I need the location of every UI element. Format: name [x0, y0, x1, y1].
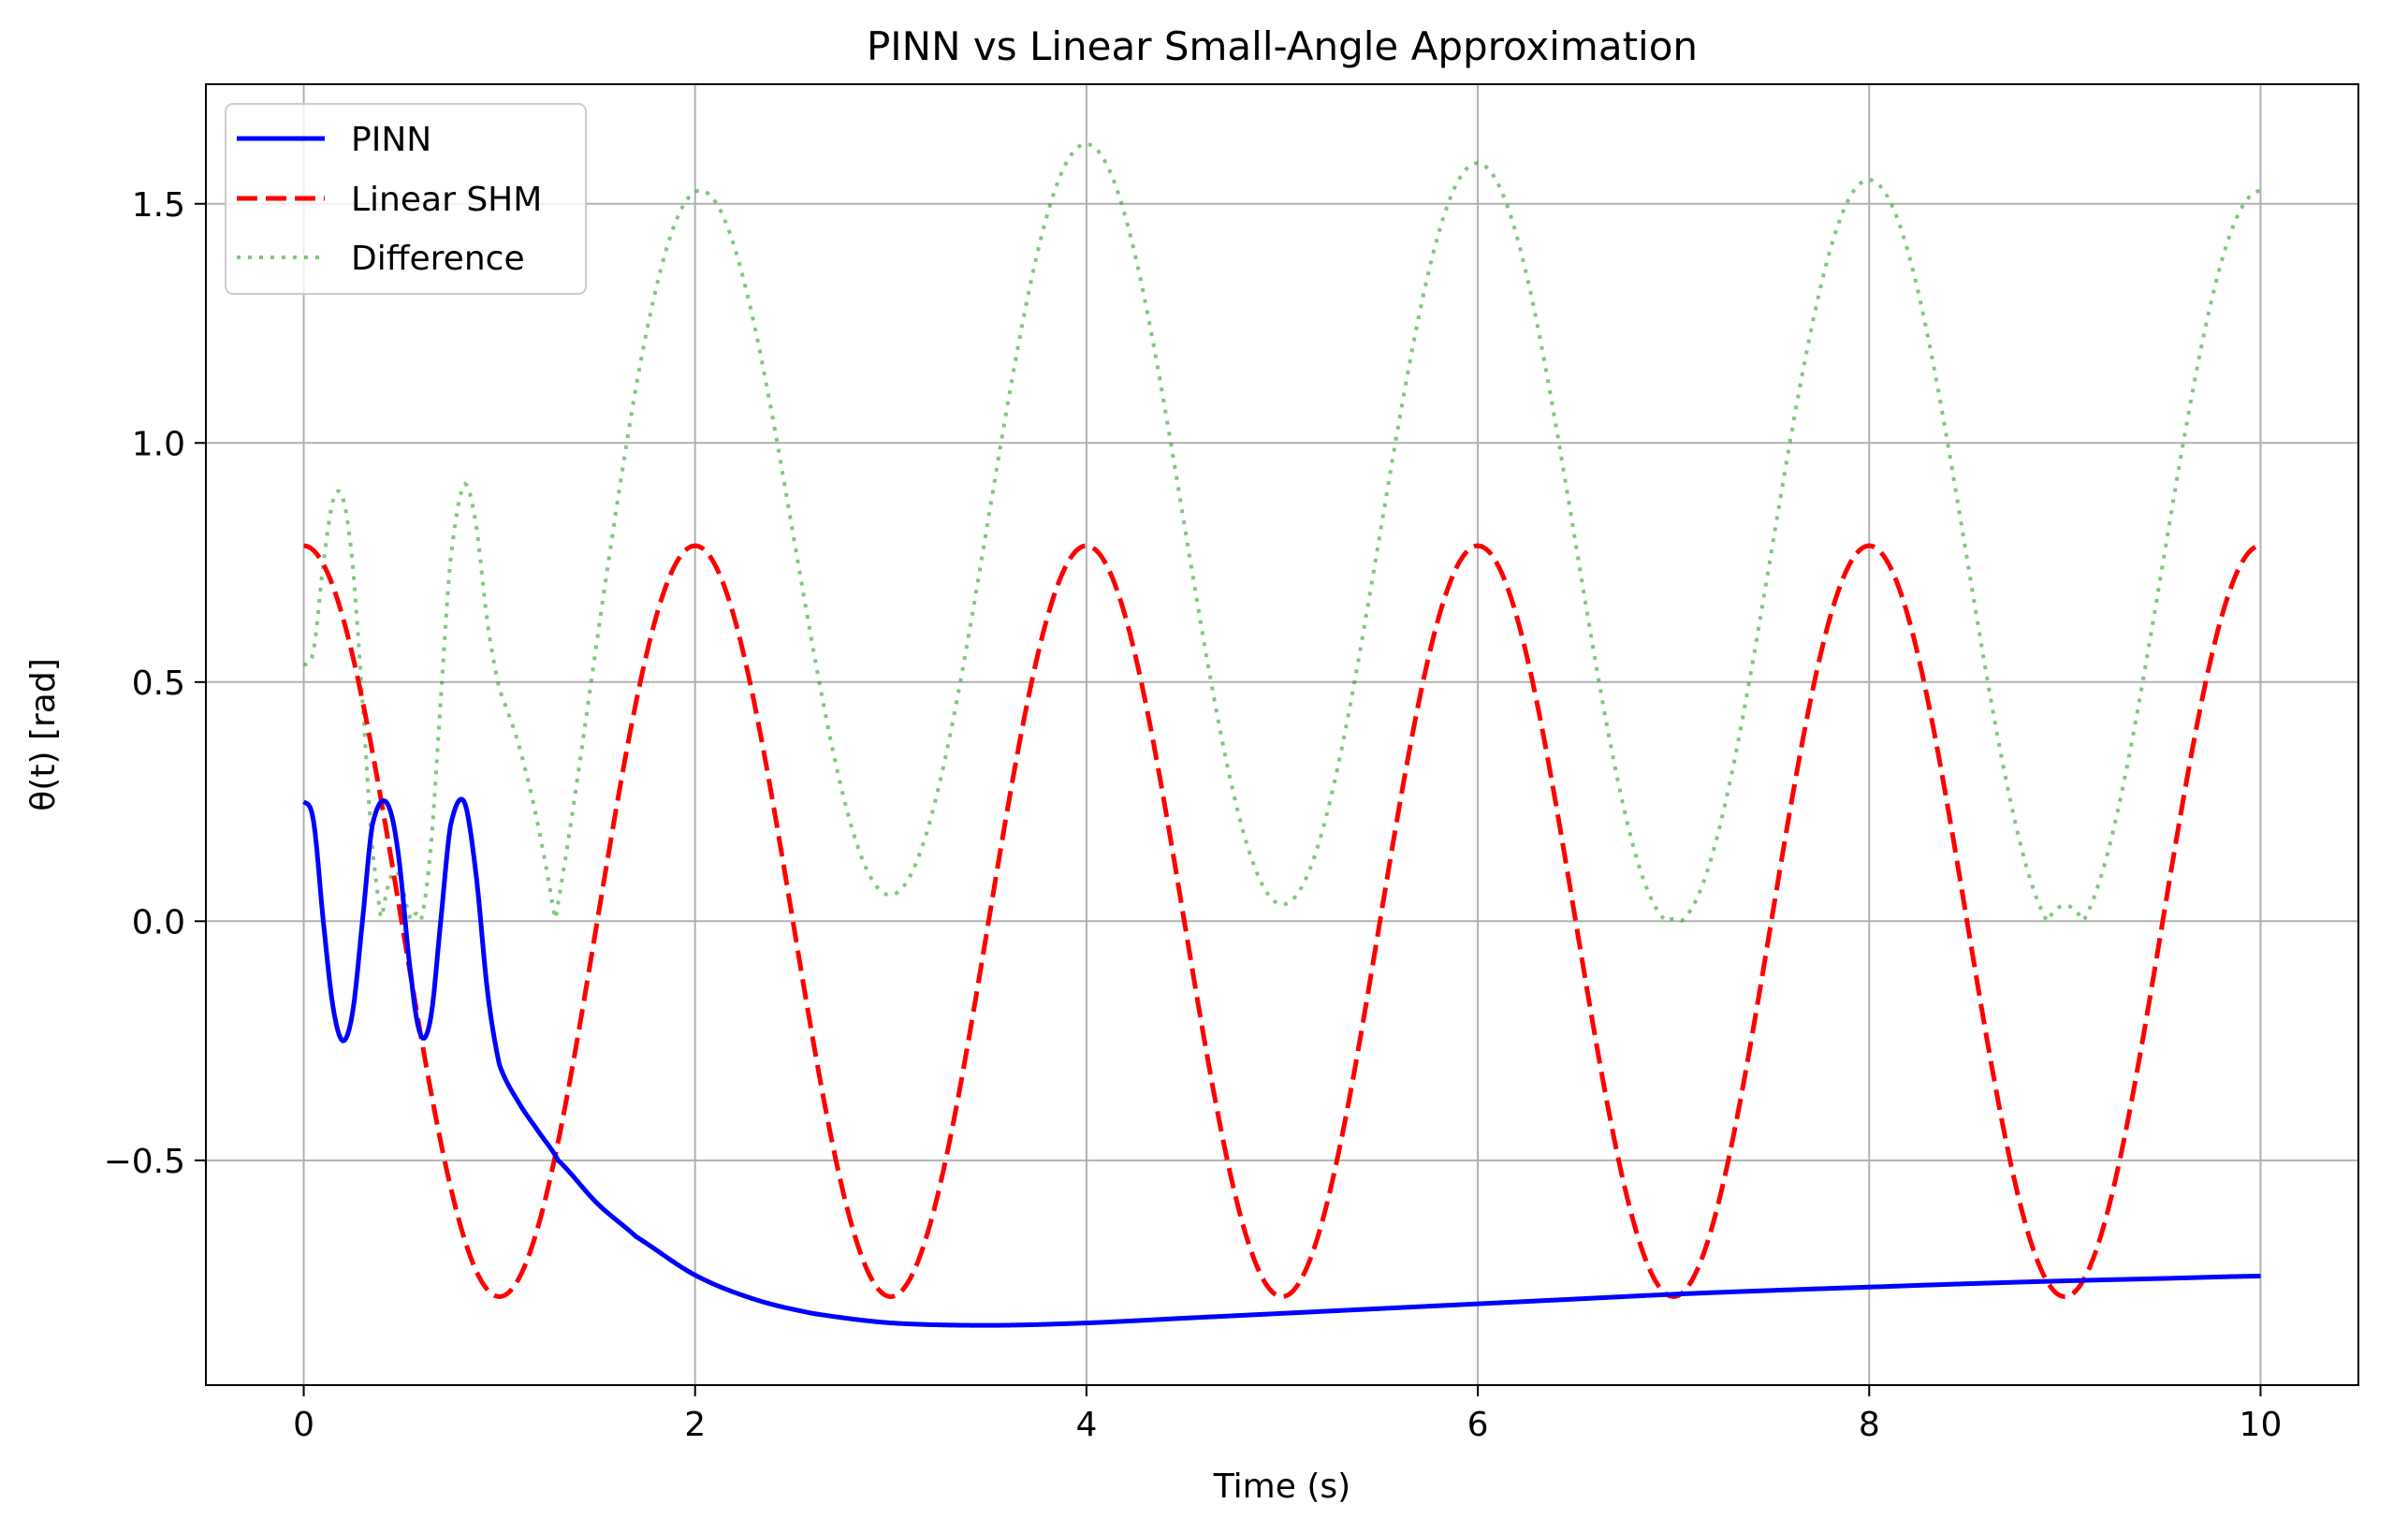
x-tick-label: 4 — [1075, 1406, 1097, 1444]
y-tick-label: 0.0 — [132, 903, 185, 942]
ticks-layer: 0 2 4 6 8 10 −0.5 0.0 0.5 1.0 1.5 — [104, 186, 2283, 1444]
y-tick-label: 1.0 — [132, 425, 185, 463]
legend-box — [225, 103, 587, 295]
legend-label-difference: Difference — [351, 240, 525, 278]
x-axis-label: Time (s) — [1213, 1467, 1350, 1506]
grid-layer — [206, 84, 2358, 1385]
series-line-linear-shm — [303, 543, 2261, 1299]
legend: PINN Linear SHM Difference — [225, 103, 587, 295]
y-tick-label: 0.5 — [132, 664, 185, 703]
series-line-difference — [302, 141, 2261, 926]
y-tick-label: −0.5 — [104, 1143, 185, 1181]
series-layer — [302, 141, 2261, 1328]
series-line-pinn — [302, 796, 2261, 1328]
x-tick-label: 2 — [684, 1406, 706, 1444]
plot-frame — [205, 83, 2359, 1386]
y-tick-label: 1.5 — [132, 186, 185, 225]
chart-title: PINN vs Linear Small-Angle Approximation — [867, 23, 1698, 69]
x-tick-label: 0 — [293, 1406, 314, 1444]
y-axis-label: θ(t) [rad] — [24, 658, 63, 810]
x-tick-label: 8 — [1859, 1406, 1880, 1444]
legend-label-pinn: PINN — [351, 121, 431, 159]
legend-label-linear-shm: Linear SHM — [351, 181, 542, 219]
x-tick-label: 6 — [1467, 1406, 1489, 1444]
x-tick-label: 10 — [2240, 1406, 2283, 1444]
